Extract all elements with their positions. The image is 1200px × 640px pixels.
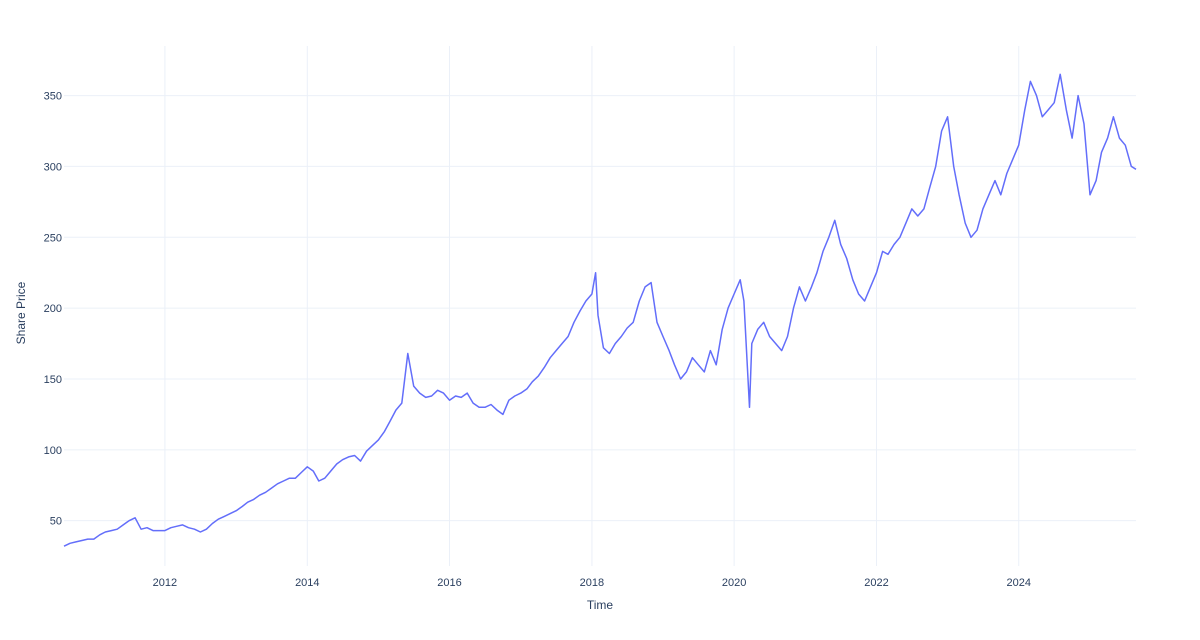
y-gridlines xyxy=(64,95,1136,522)
y-tick-label: 350 xyxy=(44,91,62,103)
x-tick-labels: 2012 2014 2016 2018 2020 2022 2024 xyxy=(153,577,1031,589)
x-axis-title: Time xyxy=(587,598,614,612)
y-tick-label: 200 xyxy=(44,303,62,315)
x-tick-label: 2018 xyxy=(580,577,604,589)
y-tick-labels: 50 100 150 200 250 300 350 xyxy=(44,91,62,528)
y-tick-label: 100 xyxy=(44,445,62,457)
x-tick-label: 2014 xyxy=(295,577,319,589)
y-tick-label: 250 xyxy=(44,232,62,244)
x-tick-label: 2024 xyxy=(1006,577,1030,589)
y-tick-label: 150 xyxy=(44,374,62,386)
y-tick-label: 300 xyxy=(44,161,62,173)
x-tick-label: 2020 xyxy=(722,577,746,589)
x-tick-label: 2012 xyxy=(153,577,177,589)
x-gridlines xyxy=(164,46,1020,566)
y-tick-label: 50 xyxy=(50,516,62,528)
series-line xyxy=(63,73,1137,547)
y-axis-title: Share Price xyxy=(14,281,28,344)
x-tick-label: 2016 xyxy=(437,577,461,589)
x-tick-label: 2022 xyxy=(864,577,888,589)
